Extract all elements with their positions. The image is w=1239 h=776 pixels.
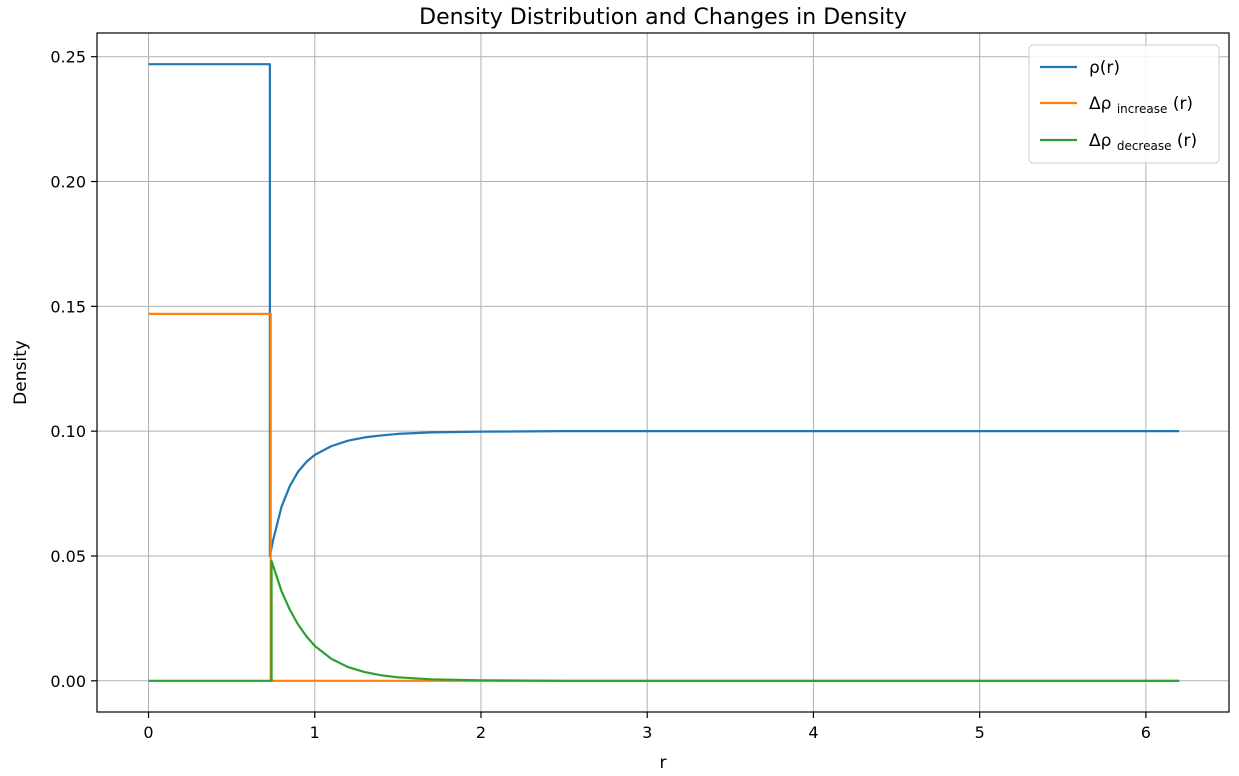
legend-label-decrease: Δρ decrease (r) (1089, 131, 1197, 155)
y-axis-label: Density (11, 340, 31, 405)
legend-label-rho-main: ρ(r) (1089, 58, 1120, 78)
series-line-decrease (148, 559, 1180, 682)
series-line-rho (148, 63, 1180, 558)
legend-label-decrease-tail: (r) (1177, 131, 1197, 151)
x-tick-label: 6 (1141, 723, 1151, 742)
y-tick-label: 0.05 (50, 547, 86, 566)
axes-frame (96, 32, 1230, 713)
y-tick-label: 0.10 (50, 422, 86, 441)
x-tick-label: 1 (310, 723, 320, 742)
legend-label-rho: ρ(r) (1089, 58, 1120, 78)
y-tick-label: 0.15 (50, 297, 86, 316)
x-tick-label: 3 (642, 723, 652, 742)
series-line-increase (148, 312, 1180, 682)
legend-box (1028, 44, 1220, 164)
chart-title: Density Distribution and Changes in Dens… (419, 5, 907, 30)
axis-ticks: 0 1 2 3 4 5 6 0.00 0.05 0.10 0.15 0.20 0.25 (50, 48, 1151, 742)
x-tick-label: 4 (808, 723, 818, 742)
x-tick-label: 2 (476, 723, 486, 742)
legend-label-increase-main: Δρ (1089, 94, 1111, 114)
legend-label-decrease-sub: decrease (1117, 139, 1172, 153)
legend-label-decrease-main: Δρ (1089, 131, 1111, 151)
y-tick-label: 0.00 (50, 672, 86, 691)
legend-label-increase-tail: (r) (1173, 94, 1193, 114)
legend: ρ(r) Δρ increase (r) Δρ decrease (r) (1028, 44, 1220, 164)
x-tick-label: 5 (975, 723, 985, 742)
y-tick-label: 0.20 (50, 173, 86, 192)
y-tick-label: 0.25 (50, 48, 86, 67)
legend-label-increase-sub: increase (1117, 102, 1168, 116)
x-axis-label: r (660, 753, 667, 773)
legend-label-increase: Δρ increase (r) (1089, 94, 1193, 118)
series-lines (148, 63, 1180, 682)
x-tick-label: 0 (143, 723, 153, 742)
